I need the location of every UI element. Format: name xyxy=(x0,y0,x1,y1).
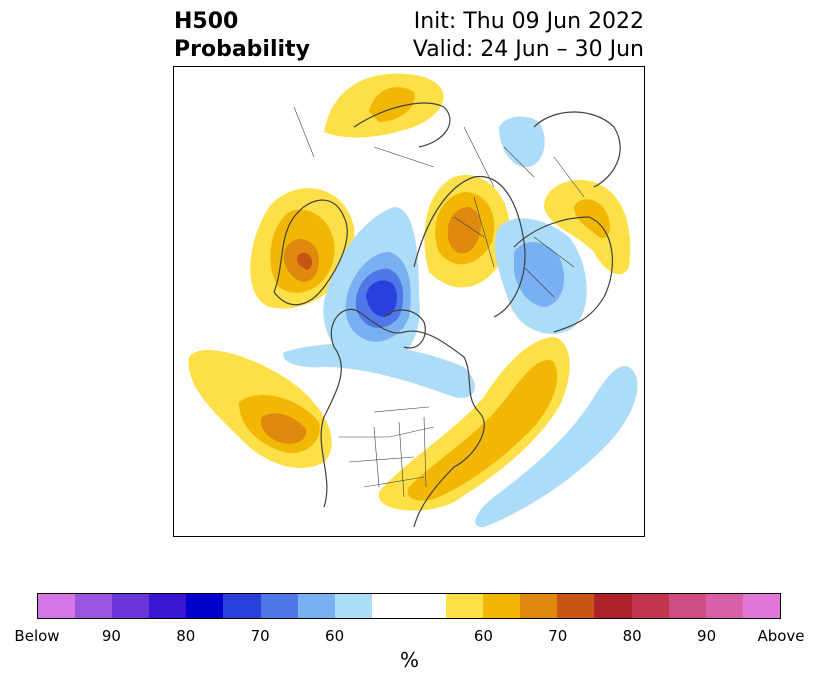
colorbar-segment xyxy=(742,594,780,618)
colorbar-segment xyxy=(38,594,76,618)
init-date: Init: Thu 09 Jun 2022 xyxy=(413,9,644,34)
anomaly-eastus-above xyxy=(378,337,570,511)
colorbar-tick-label: Below xyxy=(14,627,60,645)
anomaly-atlantic-below xyxy=(475,366,638,528)
colorbar-tick-label: 60 xyxy=(473,627,493,645)
colorbar-tick-label: 70 xyxy=(250,627,270,645)
title-line-1: H500 xyxy=(174,9,239,34)
colorbar-tick-label: 80 xyxy=(622,627,642,645)
colorbar-segment xyxy=(446,594,484,618)
anomaly-pacific-above xyxy=(188,349,332,469)
colorbar-segment xyxy=(520,594,558,618)
anomaly-russia-below xyxy=(494,116,587,334)
coastlines xyxy=(273,102,621,528)
colorbar-segment xyxy=(334,594,372,618)
colorbar-segment xyxy=(112,594,150,618)
valid-range: Valid: 24 Jun – 30 Jun xyxy=(412,37,644,62)
anomaly-bering-above xyxy=(324,73,444,138)
colorbar-segment xyxy=(668,594,706,618)
anomaly-siberia-above xyxy=(424,175,510,288)
colorbar-tick-label: 90 xyxy=(697,627,717,645)
colorbar-segment xyxy=(186,594,224,618)
colorbar-unit: % xyxy=(399,648,419,672)
title-line-2: Probability xyxy=(174,37,310,62)
colorbar-segment xyxy=(408,594,447,618)
colorbar-segment xyxy=(483,594,521,618)
colorbar-segment xyxy=(631,594,669,618)
colorbar-segment xyxy=(149,594,187,618)
colorbar-tick-label: Above xyxy=(757,627,805,645)
colorbar xyxy=(37,593,781,619)
colorbar-segment xyxy=(75,594,113,618)
borders xyxy=(293,106,585,498)
colorbar-tick-label: 80 xyxy=(176,627,196,645)
anomaly-arctic-below xyxy=(283,207,475,398)
colorbar-tick-label: 90 xyxy=(101,627,121,645)
colorbar-segment xyxy=(371,594,409,618)
colorbar-tick-label: 70 xyxy=(548,627,568,645)
colorbar-segment xyxy=(260,594,298,618)
map-panel xyxy=(173,66,645,537)
colorbar-tick-label: 60 xyxy=(325,627,345,645)
polar-map xyxy=(188,73,638,528)
colorbar-segment xyxy=(705,594,743,618)
chart-title: H500 Probability xyxy=(174,8,310,64)
colorbar-segment xyxy=(594,594,632,618)
colorbar-segment xyxy=(297,594,335,618)
colorbar-segment xyxy=(557,594,595,618)
date-info: Init: Thu 09 Jun 2022 Valid: 24 Jun – 30… xyxy=(413,8,644,64)
colorbar-ticks: Below 90 80 70 60 60 70 80 90 Above xyxy=(0,627,819,647)
colorbar-segment xyxy=(223,594,261,618)
